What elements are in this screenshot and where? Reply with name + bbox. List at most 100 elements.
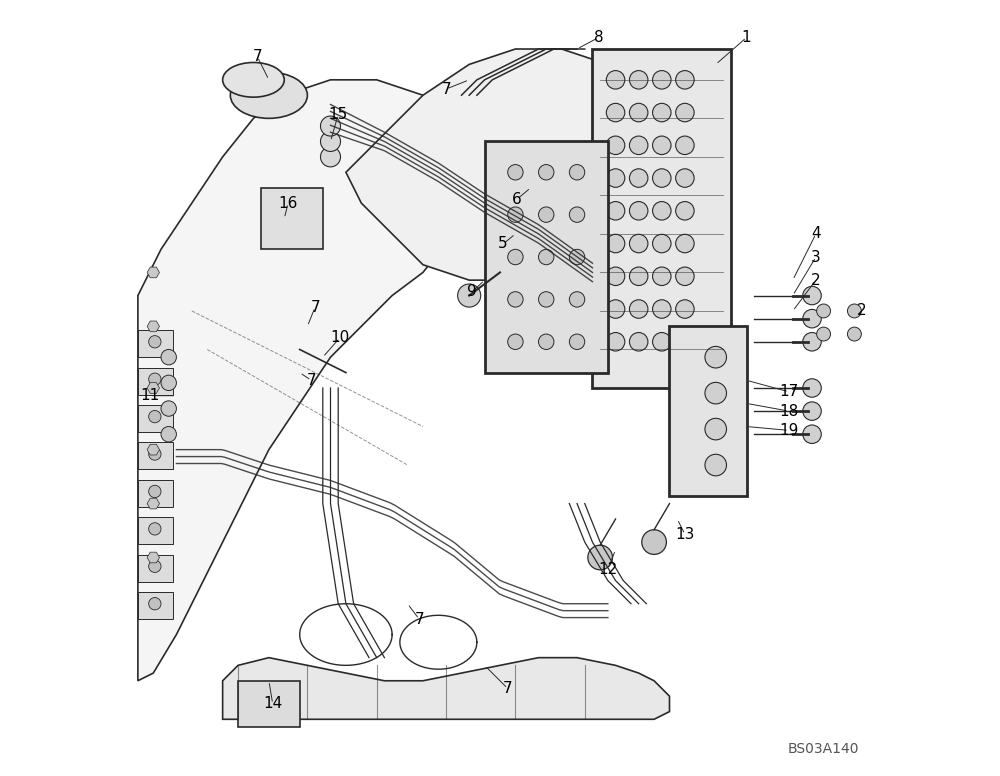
Circle shape xyxy=(539,292,554,307)
Circle shape xyxy=(629,300,648,318)
Circle shape xyxy=(320,131,341,151)
Circle shape xyxy=(508,207,523,223)
Ellipse shape xyxy=(223,63,284,97)
FancyBboxPatch shape xyxy=(669,327,747,496)
FancyBboxPatch shape xyxy=(138,555,173,582)
Circle shape xyxy=(803,333,821,351)
Circle shape xyxy=(653,234,671,253)
Text: 15: 15 xyxy=(329,107,348,122)
Circle shape xyxy=(606,136,625,154)
Circle shape xyxy=(606,300,625,318)
Circle shape xyxy=(539,207,554,223)
Circle shape xyxy=(149,411,161,423)
Text: 2: 2 xyxy=(857,303,867,318)
Circle shape xyxy=(149,448,161,460)
Text: 13: 13 xyxy=(675,527,695,542)
Text: 4: 4 xyxy=(811,227,821,241)
Polygon shape xyxy=(147,267,159,278)
FancyBboxPatch shape xyxy=(138,480,173,507)
Text: 17: 17 xyxy=(779,384,799,400)
Circle shape xyxy=(149,523,161,535)
Circle shape xyxy=(676,300,694,318)
Circle shape xyxy=(803,310,821,328)
Polygon shape xyxy=(346,49,654,280)
Circle shape xyxy=(676,169,694,187)
Circle shape xyxy=(629,169,648,187)
Circle shape xyxy=(705,418,727,440)
Polygon shape xyxy=(147,383,159,393)
Circle shape xyxy=(653,169,671,187)
Circle shape xyxy=(539,249,554,265)
Circle shape xyxy=(642,530,666,554)
Text: 3: 3 xyxy=(811,250,821,265)
Circle shape xyxy=(629,333,648,351)
Text: 11: 11 xyxy=(140,388,159,404)
Polygon shape xyxy=(147,498,159,509)
Circle shape xyxy=(629,202,648,220)
Polygon shape xyxy=(223,657,669,719)
Circle shape xyxy=(606,234,625,253)
Circle shape xyxy=(803,425,821,443)
Circle shape xyxy=(653,333,671,351)
Text: 5: 5 xyxy=(498,237,508,251)
FancyBboxPatch shape xyxy=(592,49,731,388)
FancyBboxPatch shape xyxy=(138,518,173,544)
Circle shape xyxy=(847,327,861,341)
Circle shape xyxy=(569,207,585,223)
FancyBboxPatch shape xyxy=(138,442,173,469)
Text: 19: 19 xyxy=(779,423,799,438)
Circle shape xyxy=(676,103,694,122)
Circle shape xyxy=(606,267,625,286)
Circle shape xyxy=(320,116,341,136)
Circle shape xyxy=(705,383,727,404)
Polygon shape xyxy=(147,321,159,331)
Circle shape xyxy=(606,71,625,89)
Circle shape xyxy=(629,71,648,89)
Text: 8: 8 xyxy=(594,30,603,45)
Circle shape xyxy=(803,402,821,421)
Circle shape xyxy=(508,334,523,349)
FancyBboxPatch shape xyxy=(485,141,608,372)
Polygon shape xyxy=(147,445,159,455)
FancyBboxPatch shape xyxy=(138,592,173,619)
Circle shape xyxy=(653,202,671,220)
Circle shape xyxy=(653,136,671,154)
Circle shape xyxy=(320,147,341,167)
Text: 2: 2 xyxy=(811,272,821,288)
Circle shape xyxy=(606,333,625,351)
Circle shape xyxy=(161,427,176,442)
FancyBboxPatch shape xyxy=(138,405,173,432)
Circle shape xyxy=(606,169,625,187)
Circle shape xyxy=(676,136,694,154)
FancyBboxPatch shape xyxy=(138,331,173,357)
Text: 7: 7 xyxy=(310,300,320,314)
Circle shape xyxy=(588,546,612,570)
Circle shape xyxy=(149,335,161,348)
Circle shape xyxy=(676,234,694,253)
Circle shape xyxy=(629,234,648,253)
Circle shape xyxy=(676,202,694,220)
Circle shape xyxy=(629,103,648,122)
Text: 7: 7 xyxy=(306,372,316,388)
Circle shape xyxy=(606,103,625,122)
Circle shape xyxy=(653,71,671,89)
Circle shape xyxy=(508,249,523,265)
Circle shape xyxy=(508,165,523,180)
Ellipse shape xyxy=(230,72,307,119)
Circle shape xyxy=(676,267,694,286)
Circle shape xyxy=(803,379,821,397)
Text: 7: 7 xyxy=(414,611,424,627)
Text: 7: 7 xyxy=(252,49,262,64)
Circle shape xyxy=(629,267,648,286)
Circle shape xyxy=(149,598,161,610)
Circle shape xyxy=(817,327,831,341)
Circle shape xyxy=(653,267,671,286)
Circle shape xyxy=(508,292,523,307)
Circle shape xyxy=(149,485,161,497)
Circle shape xyxy=(569,249,585,265)
Text: 14: 14 xyxy=(263,696,282,712)
FancyBboxPatch shape xyxy=(138,368,173,395)
Text: 18: 18 xyxy=(779,404,799,418)
Circle shape xyxy=(676,333,694,351)
Circle shape xyxy=(539,165,554,180)
